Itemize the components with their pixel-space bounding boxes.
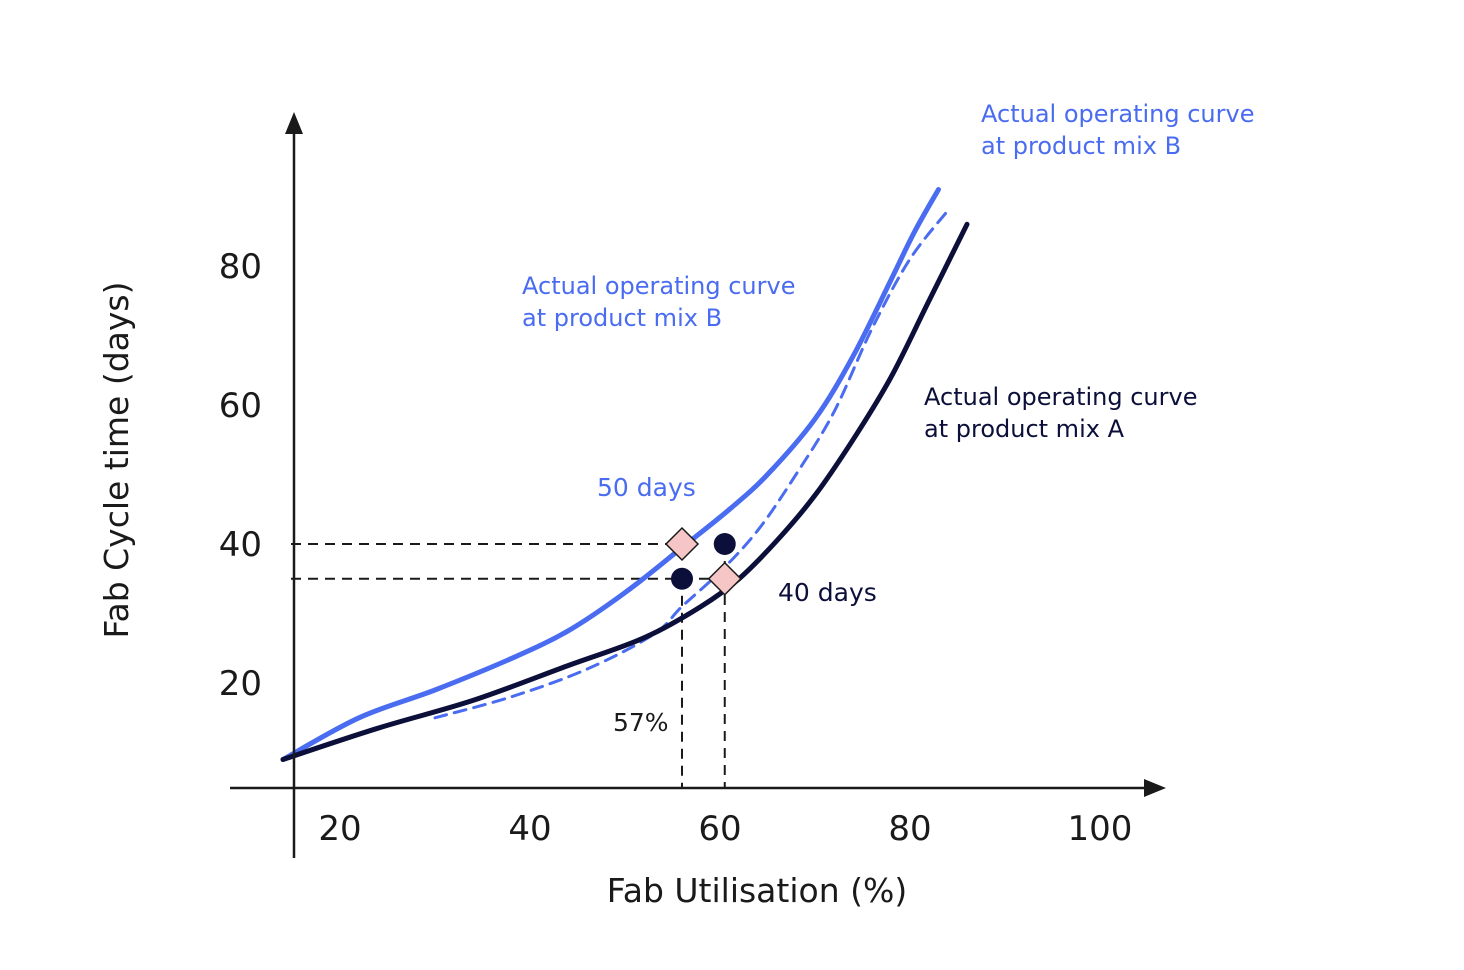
- x-tick-label: 80: [888, 809, 931, 849]
- annotation-mix-a-line1: Actual operating curve: [924, 383, 1197, 411]
- y-axis-arrow: [285, 112, 303, 134]
- annotation-mix-b-top-line2: at product mix B: [981, 132, 1181, 160]
- y-axis-title: Fab Cycle time (days): [97, 282, 136, 639]
- dot-marker-2: [671, 567, 693, 590]
- annotation-mix-b-mid-line2: at product mix B: [522, 304, 722, 332]
- x-tick-label: 60: [698, 809, 741, 849]
- annotation-50-days: 50 days: [597, 473, 696, 502]
- y-tick-label: 80: [219, 247, 262, 287]
- annotation-mix-a-line2: at product mix A: [924, 415, 1125, 443]
- tick-labels: 20 40 60 80 100 20 40 60 80: [219, 247, 1133, 849]
- series-line-mix-b: [280, 187, 941, 762]
- axes: [230, 112, 1166, 858]
- x-tick-label: 40: [508, 809, 551, 849]
- annotation-mix-b-top-line1: Actual operating curve: [981, 100, 1254, 128]
- annotation-40-days: 40 days: [778, 578, 877, 607]
- annotation-mix-b-mid-line1: Actual operating curve: [522, 272, 795, 300]
- x-tick-label: 100: [1068, 809, 1133, 849]
- annotations: Actual operating curve at product mix B …: [522, 100, 1254, 737]
- y-tick-label: 40: [219, 525, 262, 565]
- annotation-57-percent: 57%: [613, 708, 669, 737]
- diamond-marker-0: [664, 526, 700, 562]
- series-line-mix-b-dashed: [433, 208, 950, 720]
- markers-layer: [664, 526, 742, 596]
- x-axis-arrow: [1144, 779, 1166, 797]
- x-axis-title: Fab Utilisation (%): [607, 871, 907, 910]
- dot-marker-1: [713, 533, 736, 555]
- y-tick-label: 20: [219, 664, 262, 704]
- y-tick-label: 60: [219, 386, 262, 426]
- reference-guides: [291, 543, 726, 788]
- x-tick-label: 20: [318, 809, 361, 849]
- diamond-marker-3: [707, 561, 742, 596]
